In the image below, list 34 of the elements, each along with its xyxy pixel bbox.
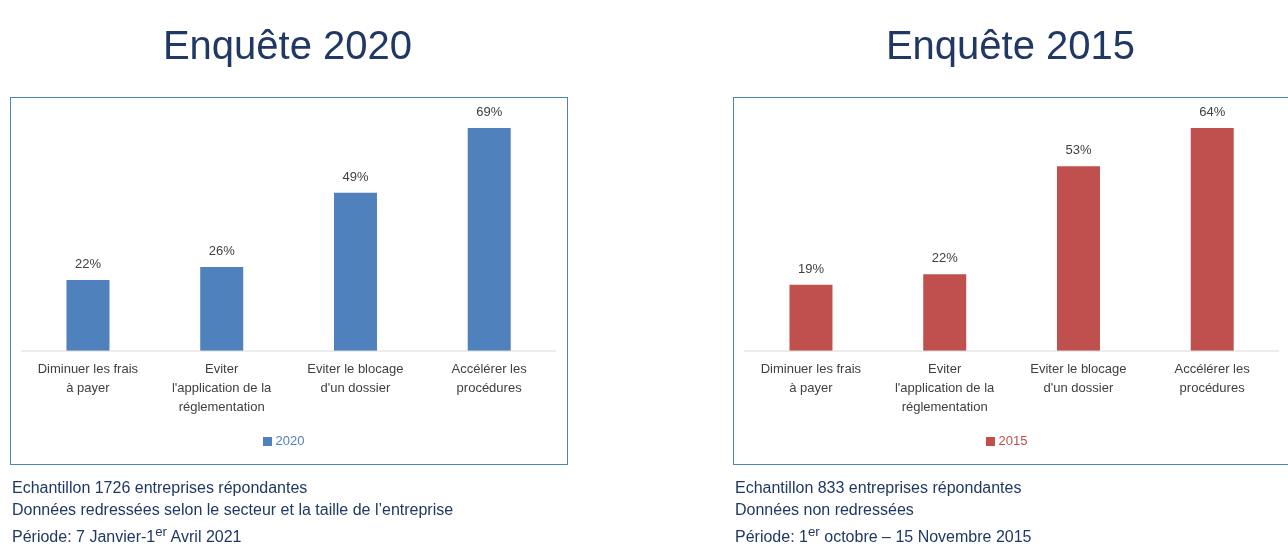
text: Données redressées selon le secteur et la taille de l’entreprise [12, 500, 455, 520]
data-label: 22% [74, 255, 102, 271]
x-tick-label: Eviter l'application de la réglementation [894, 361, 996, 414]
bar [333, 192, 377, 351]
data-label: 49% [342, 168, 369, 184]
text: Période: 7 Janvier-1$^{er}$ Avril 2021 [12, 523, 243, 544]
x-tick-label: Accélérer les procédures [1174, 361, 1251, 395]
bar [923, 274, 967, 351]
data-label: 69% [476, 104, 503, 119]
legend-label: 2020 [275, 433, 305, 448]
data-label: 22% [931, 250, 959, 266]
data-label: 53% [1065, 142, 1092, 158]
data-label: 64% [1199, 104, 1226, 119]
data-label: 19% [797, 260, 825, 276]
x-tick-label: Eviter le blocage d'un dossier [307, 361, 404, 395]
x-tick-label: Diminuer les frais à payer [760, 361, 862, 395]
text: Echantillon 1726 entreprises répondantes [12, 478, 309, 498]
chart-title: Enquête 2015 [884, 22, 1137, 69]
text: Données non redressées [735, 500, 915, 520]
bar [200, 266, 244, 351]
bar [66, 279, 110, 351]
bar [467, 128, 511, 351]
legend-label: 2015 [998, 433, 1028, 448]
data-label: 26% [208, 242, 236, 258]
bar [789, 284, 833, 351]
x-tick-label: Accélérer les procédures [451, 361, 528, 395]
text: Période: 1$^{er}$ octobre – 15 Novembre 2015 [735, 523, 1033, 544]
text: Echantillon 833 entreprises répondantes [735, 478, 1023, 498]
bar [1056, 166, 1100, 351]
x-tick-label: Eviter le blocage d'un dossier [1030, 361, 1127, 395]
bar [1190, 128, 1234, 351]
x-tick-label: Eviter l'application de la réglementation [171, 361, 273, 414]
chart-title: Enquête 2020 [161, 22, 414, 69]
x-tick-label: Diminuer les frais à payer [37, 361, 139, 395]
